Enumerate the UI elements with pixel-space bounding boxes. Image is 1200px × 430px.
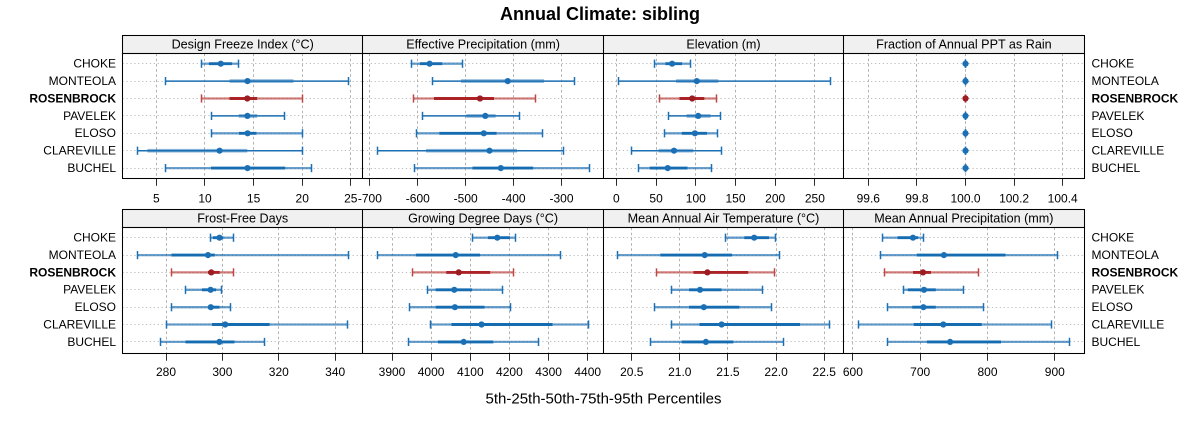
svg-text:4300: 4300 [535,365,562,379]
svg-text:Mean Annual Precipitation (mm): Mean Annual Precipitation (mm) [874,211,1053,225]
svg-text:100.4: 100.4 [1048,191,1078,205]
svg-text:280: 280 [156,365,176,379]
svg-text:CLAREVILLE: CLAREVILLE [1092,317,1165,331]
svg-text:PAVELEK: PAVELEK [1092,109,1145,123]
svg-text:4100: 4100 [457,365,484,379]
svg-text:CHOKE: CHOKE [73,231,116,245]
svg-text:3900: 3900 [379,365,406,379]
svg-text:CLAREVILLE: CLAREVILLE [1092,144,1165,158]
svg-text:ROSENBROCK: ROSENBROCK [29,91,116,105]
svg-text:0: 0 [613,191,620,205]
svg-text:-300: -300 [549,191,573,205]
svg-text:100.2: 100.2 [999,191,1029,205]
svg-text:-700: -700 [358,191,382,205]
svg-text:22.5: 22.5 [813,365,837,379]
svg-text:4200: 4200 [496,365,523,379]
svg-text:Annual Climate: sibling: Annual Climate: sibling [500,4,700,24]
svg-text:99.6: 99.6 [857,191,881,205]
svg-text:ELOSO: ELOSO [1092,300,1133,314]
svg-text:ROSENBROCK: ROSENBROCK [1092,265,1179,279]
svg-text:Fraction of Annual PPT as Rain: Fraction of Annual PPT as Rain [876,37,1051,51]
svg-text:CLAREVILLE: CLAREVILLE [43,144,116,158]
svg-text:250: 250 [805,191,825,205]
svg-text:PAVELEK: PAVELEK [63,109,116,123]
svg-text:100: 100 [686,191,706,205]
svg-text:5: 5 [153,191,160,205]
svg-text:BUCHEL: BUCHEL [1092,335,1141,349]
svg-text:150: 150 [725,191,745,205]
svg-text:ELOSO: ELOSO [75,126,116,140]
svg-text:ROSENBROCK: ROSENBROCK [1092,91,1179,105]
svg-text:5th-25th-50th-75th-95th Percen: 5th-25th-50th-75th-95th Percentiles [486,390,722,407]
svg-text:Mean Annual Air Temperature (°: Mean Annual Air Temperature (°C) [628,211,820,225]
svg-text:ELOSO: ELOSO [1092,126,1133,140]
svg-text:ROSENBROCK: ROSENBROCK [29,265,116,279]
svg-text:4400: 4400 [574,365,601,379]
svg-text:200: 200 [765,191,785,205]
svg-text:10: 10 [198,191,212,205]
svg-text:22.0: 22.0 [764,365,788,379]
svg-text:CHOKE: CHOKE [73,57,116,71]
svg-text:15: 15 [247,191,261,205]
svg-text:CHOKE: CHOKE [1092,231,1135,245]
svg-text:900: 900 [1045,365,1065,379]
svg-text:PAVELEK: PAVELEK [1092,283,1145,297]
svg-text:21.5: 21.5 [716,365,740,379]
svg-text:99.8: 99.8 [905,191,929,205]
svg-text:300: 300 [212,365,232,379]
svg-text:BUCHEL: BUCHEL [67,161,116,175]
svg-text:340: 340 [325,365,345,379]
svg-text:Elevation (m): Elevation (m) [686,37,760,51]
svg-text:Frost-Free Days: Frost-Free Days [197,211,288,225]
svg-text:ELOSO: ELOSO [75,300,116,314]
svg-text:Design Freeze Index (°C): Design Freeze Index (°C) [172,37,314,51]
svg-text:Growing Degree Days (°C): Growing Degree Days (°C) [408,211,558,225]
svg-text:MONTEOLA: MONTEOLA [49,74,116,88]
svg-text:21.0: 21.0 [668,365,692,379]
svg-text:-600: -600 [406,191,430,205]
svg-text:20.5: 20.5 [620,365,644,379]
svg-text:100.0: 100.0 [950,191,980,205]
svg-text:50: 50 [649,191,663,205]
svg-text:4000: 4000 [418,365,445,379]
svg-text:BUCHEL: BUCHEL [67,335,116,349]
svg-text:-500: -500 [454,191,478,205]
svg-text:BUCHEL: BUCHEL [1092,161,1141,175]
svg-text:MONTEOLA: MONTEOLA [1092,74,1159,88]
svg-text:PAVELEK: PAVELEK [63,283,116,297]
svg-text:Effective Precipitation (mm): Effective Precipitation (mm) [406,37,560,51]
svg-text:600: 600 [843,365,863,379]
svg-text:CLAREVILLE: CLAREVILLE [43,317,116,331]
svg-text:MONTEOLA: MONTEOLA [49,248,116,262]
svg-text:800: 800 [977,365,997,379]
svg-text:CHOKE: CHOKE [1092,57,1135,71]
svg-text:320: 320 [269,365,289,379]
svg-text:25: 25 [344,191,358,205]
svg-text:20: 20 [296,191,310,205]
svg-text:MONTEOLA: MONTEOLA [1092,248,1159,262]
svg-text:700: 700 [910,365,930,379]
svg-text:-400: -400 [502,191,526,205]
